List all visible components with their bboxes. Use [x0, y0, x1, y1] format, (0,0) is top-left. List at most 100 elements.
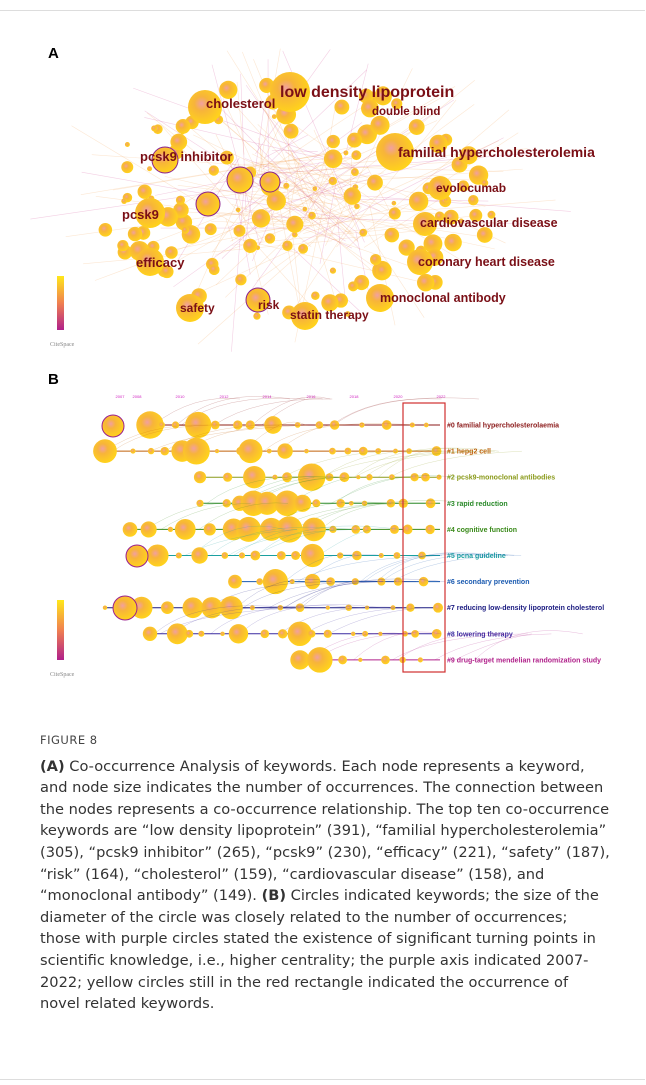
- edge: [239, 122, 363, 214]
- arc: [257, 525, 401, 556]
- node: [409, 422, 415, 428]
- cluster-label: #6 secondary prevention: [447, 579, 529, 586]
- edge: [294, 206, 362, 309]
- edge: [164, 176, 288, 206]
- node: [361, 99, 379, 118]
- node: [112, 595, 138, 621]
- arc: [335, 475, 458, 504]
- node: [433, 602, 443, 613]
- node: [272, 474, 278, 480]
- node: [171, 421, 180, 429]
- node: [476, 227, 493, 243]
- node: [389, 524, 400, 534]
- node: [431, 628, 442, 639]
- node: [238, 552, 246, 559]
- edge: [262, 69, 367, 170]
- edge: [285, 173, 303, 323]
- node: [256, 578, 264, 585]
- edge: [164, 221, 310, 252]
- node: [307, 647, 333, 673]
- node: [391, 98, 403, 110]
- node: [458, 218, 464, 224]
- edge: [133, 87, 357, 170]
- node: [122, 522, 138, 537]
- node: [325, 605, 330, 610]
- edge: [336, 99, 457, 248]
- node: [102, 605, 108, 610]
- node: [193, 471, 207, 484]
- node: [160, 446, 170, 456]
- node: [121, 198, 128, 204]
- arc: [353, 631, 442, 661]
- node: [185, 411, 212, 439]
- node: [220, 631, 225, 637]
- node: [165, 246, 178, 259]
- node: [444, 233, 462, 252]
- node: [208, 165, 219, 176]
- highlight-box: [402, 402, 446, 673]
- node: [459, 146, 478, 165]
- node: [326, 577, 335, 586]
- arc: [236, 578, 331, 608]
- node: [413, 212, 437, 236]
- arc: [251, 396, 331, 426]
- node: [266, 448, 272, 454]
- node: [388, 207, 401, 220]
- node: [293, 494, 312, 512]
- node: [289, 579, 295, 585]
- edge: [252, 153, 355, 207]
- node: [418, 576, 429, 587]
- year-label: 2018: [350, 394, 360, 399]
- edge: [309, 166, 328, 214]
- figure: 2007 2008 2010 2012 2014 2016 2018 2020 2022 #0 f…: [30, 45, 604, 678]
- node: [233, 420, 243, 430]
- node: [348, 500, 354, 506]
- node: [384, 227, 400, 243]
- node: [262, 569, 288, 595]
- node: [339, 472, 350, 483]
- node: [329, 525, 337, 534]
- panel-label: A: [48, 45, 59, 62]
- node: [221, 552, 229, 559]
- node: [175, 552, 182, 559]
- edge: [155, 155, 358, 196]
- node: [354, 203, 360, 210]
- node: [434, 211, 445, 222]
- node: [283, 123, 299, 139]
- edge: [271, 149, 318, 152]
- node: [358, 446, 368, 456]
- node: [307, 629, 316, 638]
- node: [329, 447, 336, 455]
- node: [277, 604, 284, 611]
- node: [249, 605, 255, 611]
- node: [312, 499, 321, 508]
- edge: [236, 81, 245, 155]
- node: [348, 281, 359, 292]
- edge: [335, 174, 389, 212]
- edge: [230, 171, 362, 242]
- node: [266, 191, 286, 211]
- cluster-label: #0 familial hypercholesterolaemia: [447, 423, 559, 430]
- edge: [363, 193, 449, 248]
- node: [208, 264, 220, 276]
- node: [344, 311, 351, 317]
- cluster-label: #8 lowering therapy: [447, 631, 513, 638]
- edge: [325, 68, 413, 247]
- logo: CiteSpace: [50, 342, 75, 348]
- node: [345, 604, 352, 611]
- node: [389, 474, 395, 481]
- arc: [376, 552, 487, 582]
- node: [381, 420, 392, 430]
- node: [175, 118, 191, 134]
- arc: [354, 450, 495, 478]
- edge: [226, 95, 358, 242]
- node: [329, 420, 340, 430]
- arc: [320, 500, 480, 530]
- year-label: 2014: [263, 394, 273, 399]
- arc: [282, 450, 386, 478]
- node: [416, 273, 435, 292]
- node: [167, 526, 174, 533]
- node: [347, 132, 362, 148]
- keyword: cardiovascular disease: [420, 216, 558, 230]
- node: [408, 119, 425, 135]
